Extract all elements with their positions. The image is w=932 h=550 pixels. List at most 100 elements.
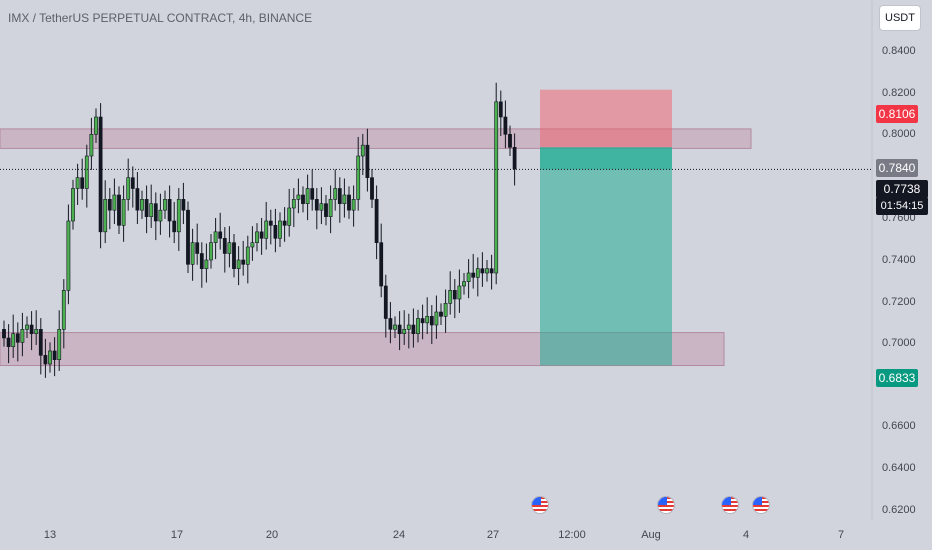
candle-body xyxy=(11,333,16,347)
candle-body xyxy=(342,194,347,204)
time-tick: 7 xyxy=(837,529,845,541)
candle-body xyxy=(319,203,324,211)
candle-body xyxy=(94,116,98,135)
candle-body xyxy=(374,199,379,243)
candle-body xyxy=(370,177,374,200)
candle-body xyxy=(264,220,269,239)
candle-body xyxy=(429,316,434,326)
candle-body xyxy=(117,194,121,226)
candle-body xyxy=(475,268,480,278)
candle-body xyxy=(434,311,439,326)
us-flag-icon[interactable] xyxy=(721,496,739,514)
candle-body xyxy=(305,188,310,204)
candle-body xyxy=(140,199,144,211)
candle-body xyxy=(218,231,223,239)
candle-body xyxy=(508,134,512,148)
candle-body xyxy=(383,285,388,319)
candle-body xyxy=(245,246,250,265)
time-tick: 20 xyxy=(265,529,279,541)
candle-body xyxy=(462,281,466,287)
candle-body xyxy=(388,318,393,330)
candle-body xyxy=(268,220,273,226)
candle-body xyxy=(512,147,517,170)
candle-body xyxy=(314,199,319,211)
resistance-zone xyxy=(0,128,752,149)
candle-body xyxy=(112,194,117,211)
candle-body xyxy=(236,259,241,269)
candle-body xyxy=(425,316,430,324)
candle-body xyxy=(181,199,186,211)
candle-body xyxy=(494,101,499,274)
time-tick: Aug xyxy=(641,529,661,541)
candle-body xyxy=(406,324,411,330)
candle-countdown: 01:54:15 xyxy=(876,197,928,215)
candle-body xyxy=(15,333,20,343)
candle-body xyxy=(466,272,471,282)
candle-body xyxy=(443,303,448,317)
us-flag-icon[interactable] xyxy=(657,496,675,514)
candle-body xyxy=(452,290,457,300)
candle-body xyxy=(411,324,416,334)
candle-body xyxy=(153,203,158,222)
stop-loss-badge: 0.8106 xyxy=(876,105,918,123)
candle-body xyxy=(439,311,443,317)
open-profit-zone xyxy=(540,147,672,170)
price-tick: 0.6600 xyxy=(882,420,916,432)
candle-body xyxy=(365,144,370,178)
candle-body xyxy=(204,259,209,269)
candle-body xyxy=(287,207,292,226)
candle-body xyxy=(282,220,287,226)
candle-body xyxy=(291,199,296,209)
entry-price-badge: 0.7840 xyxy=(876,159,918,177)
candle-body xyxy=(347,194,351,211)
us-flag-icon[interactable] xyxy=(531,496,549,514)
candle-body xyxy=(163,199,167,211)
candle-body xyxy=(107,199,112,211)
candle-body xyxy=(489,268,494,274)
candle-body xyxy=(485,268,489,274)
price-tick: 0.7400 xyxy=(882,254,916,266)
candle-body xyxy=(195,242,200,254)
price-tick: 0.8000 xyxy=(882,128,916,140)
price-tick: 0.7200 xyxy=(882,296,916,308)
candle-body xyxy=(2,329,6,339)
candle-body xyxy=(89,134,94,157)
candle-body xyxy=(61,290,66,330)
candle-body xyxy=(176,199,181,233)
candle-body xyxy=(255,231,259,243)
time-tick: 12:00 xyxy=(558,529,586,541)
candle-body xyxy=(57,329,62,360)
time-tick: 13 xyxy=(43,529,57,541)
candle-body xyxy=(379,242,384,287)
candle-body xyxy=(158,209,163,222)
candle-body xyxy=(48,350,52,365)
candle-body xyxy=(98,116,103,233)
candle-body xyxy=(333,188,338,200)
price-tick: 0.8200 xyxy=(882,87,916,99)
candle-body xyxy=(34,329,39,334)
candle-body xyxy=(278,220,282,239)
candle-body xyxy=(52,350,57,360)
candle-body xyxy=(75,177,80,189)
take-profit-badge: 0.6833 xyxy=(876,369,918,387)
short-position-tool[interactable] xyxy=(540,89,672,366)
candle-body xyxy=(172,220,177,233)
candle-body xyxy=(186,209,190,265)
candle-body xyxy=(324,203,328,217)
candle-body xyxy=(393,324,397,330)
candle-body xyxy=(222,238,227,254)
candle-body xyxy=(227,242,232,254)
take-profit-zone xyxy=(540,147,672,366)
price-tick: 0.7600 xyxy=(882,212,916,224)
candle-body xyxy=(25,324,29,330)
stop-loss-zone xyxy=(540,89,672,148)
candle-body xyxy=(273,225,278,239)
candle-body xyxy=(356,155,361,200)
us-flag-icon[interactable] xyxy=(752,496,770,514)
candle-body xyxy=(402,329,407,334)
candlestick-series xyxy=(2,82,517,378)
candle-body xyxy=(416,318,420,334)
candle-body xyxy=(296,194,301,200)
currency-selector[interactable]: USDT xyxy=(879,5,921,31)
